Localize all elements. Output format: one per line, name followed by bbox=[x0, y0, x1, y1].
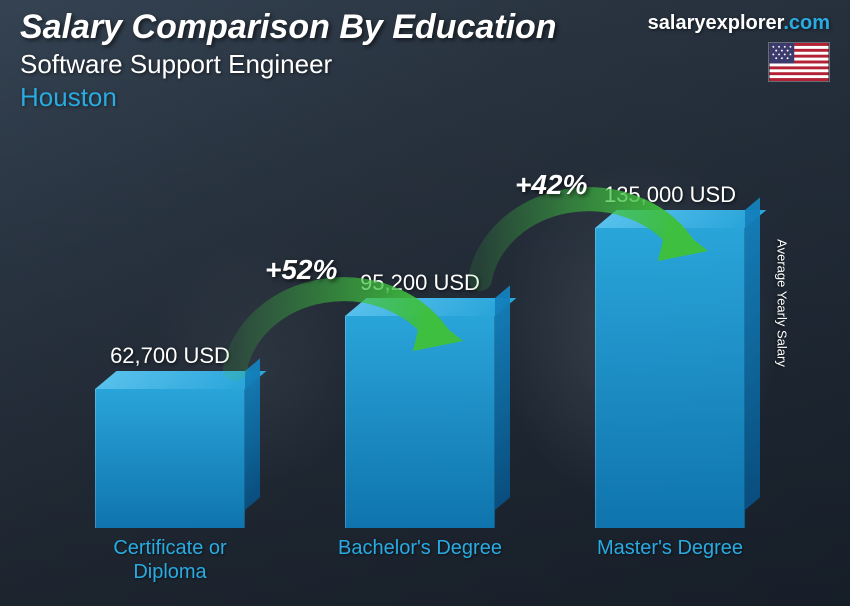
brand-name: salaryexplorer bbox=[648, 12, 784, 34]
growth-label: +42% bbox=[515, 169, 587, 201]
bar-label: Certificate or Diploma bbox=[80, 536, 260, 594]
bar-side-face bbox=[745, 197, 760, 510]
bar-chart: 62,700 USDCertificate or Diploma95,200 U… bbox=[40, 74, 800, 594]
bar-label: Bachelor's Degree bbox=[330, 536, 510, 594]
growth-label: +52% bbox=[265, 254, 337, 286]
growth-arc bbox=[460, 139, 720, 309]
growth-arc bbox=[215, 229, 475, 399]
brand-suffix: .com bbox=[783, 12, 830, 34]
bar-front-face bbox=[95, 389, 245, 528]
bar bbox=[95, 389, 245, 528]
bar-group: 62,700 USDCertificate or Diploma bbox=[80, 389, 260, 594]
brand-label: salaryexplorer.com bbox=[648, 12, 830, 35]
bar-label: Master's Degree bbox=[580, 536, 760, 594]
bar-side-face bbox=[495, 285, 510, 510]
